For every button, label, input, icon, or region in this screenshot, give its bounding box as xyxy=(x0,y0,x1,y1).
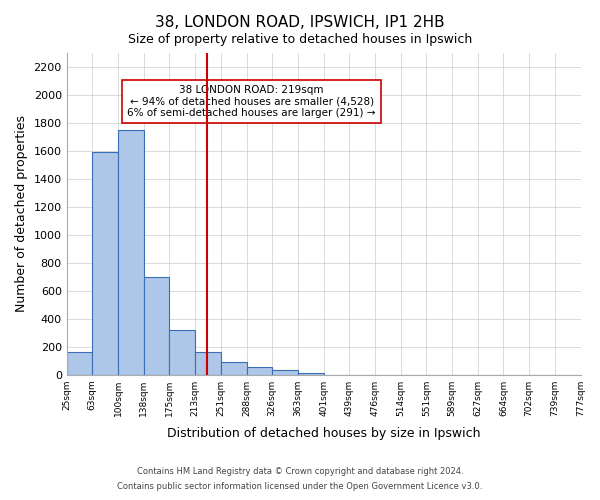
Text: Contains public sector information licensed under the Open Government Licence v3: Contains public sector information licen… xyxy=(118,482,482,491)
Text: 38 LONDON ROAD: 219sqm
← 94% of detached houses are smaller (4,528)
6% of semi-d: 38 LONDON ROAD: 219sqm ← 94% of detached… xyxy=(127,84,376,118)
Y-axis label: Number of detached properties: Number of detached properties xyxy=(15,115,28,312)
Text: 38, LONDON ROAD, IPSWICH, IP1 2HB: 38, LONDON ROAD, IPSWICH, IP1 2HB xyxy=(155,15,445,30)
Text: Contains HM Land Registry data © Crown copyright and database right 2024.: Contains HM Land Registry data © Crown c… xyxy=(137,467,463,476)
Bar xyxy=(169,330,195,374)
X-axis label: Distribution of detached houses by size in Ipswich: Distribution of detached houses by size … xyxy=(167,427,481,440)
Bar xyxy=(118,130,144,374)
Bar xyxy=(144,276,169,374)
Bar xyxy=(221,362,247,374)
Bar xyxy=(272,370,298,374)
Bar xyxy=(247,367,272,374)
Text: Size of property relative to detached houses in Ipswich: Size of property relative to detached ho… xyxy=(128,32,472,46)
Bar xyxy=(195,352,221,374)
Bar xyxy=(67,352,92,374)
Bar xyxy=(298,372,323,374)
Bar xyxy=(92,152,118,374)
